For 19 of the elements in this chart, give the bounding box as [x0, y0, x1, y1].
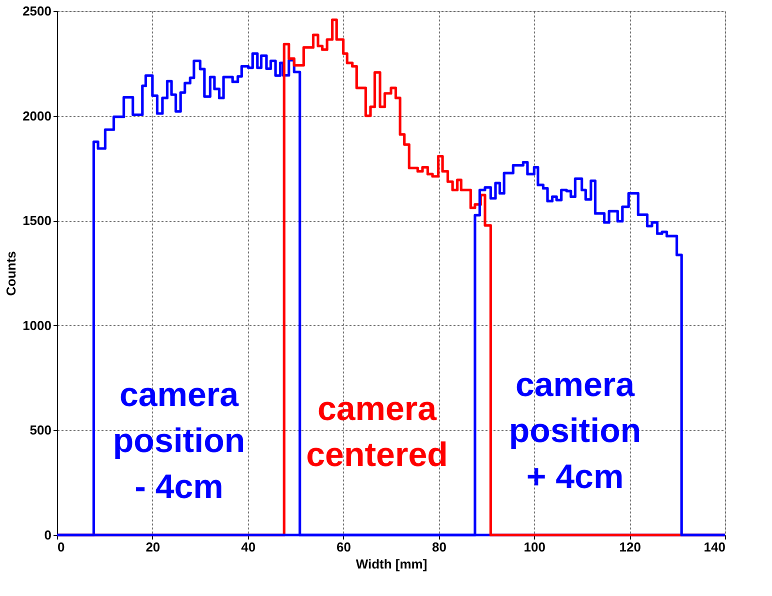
x-tick-label: 60: [336, 540, 352, 554]
x-tick-label: 80: [432, 540, 446, 554]
y-tick-label: 2500: [22, 4, 52, 18]
x-tick-label: 100: [524, 540, 546, 554]
x-axis-title: Width [mm]: [356, 556, 428, 572]
x-tick-label: 140: [704, 540, 726, 554]
y-tick-label: 1500: [22, 213, 52, 228]
x-tick-label: 120: [619, 540, 641, 554]
x-tick-label: 20: [146, 540, 160, 554]
x-tick-label: 40: [241, 540, 256, 554]
y-tick-label: 2000: [22, 108, 52, 124]
y-tick-label: 0: [44, 528, 52, 542]
y-tick-label: 500: [30, 422, 52, 438]
y-tick-label: 1000: [22, 318, 52, 333]
annotation: camera centered: [306, 390, 448, 474]
annotation: camera position + 4cm: [508, 366, 642, 496]
y-axis-title: Counts: [4, 251, 19, 296]
annotation: camera position - 4cm: [112, 376, 246, 506]
x-tick-label: 0: [58, 540, 65, 554]
